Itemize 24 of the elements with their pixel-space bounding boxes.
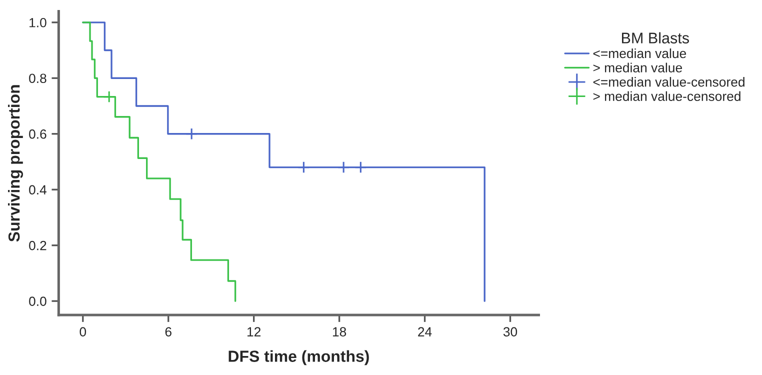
x-tick-label: 24: [418, 327, 432, 336]
y-tick-label: 1.0: [30, 18, 46, 28]
x-tick-label: 18: [332, 327, 346, 336]
point: [354, 161, 367, 174]
point: [102, 90, 116, 103]
legend-label: <=median value-censored: [593, 77, 744, 87]
y-tick-label: 0.4: [29, 185, 46, 195]
x-axis-title: DFS time (months): [228, 350, 369, 366]
y-tick-label: 0.2: [29, 240, 46, 250]
y-tick-label: 0.6: [29, 129, 46, 139]
x-tick-label: 0: [80, 327, 86, 336]
legend-label: <=median value: [593, 48, 686, 58]
x-tick-label: 6: [165, 327, 172, 336]
legend-label: > median value: [593, 62, 682, 72]
point: [185, 128, 198, 140]
point: [298, 161, 310, 174]
x-tick-label: 30: [503, 327, 518, 336]
legend-label: > median value-censored: [593, 91, 740, 101]
y-axis-title: Surviving proportion: [8, 85, 23, 242]
y-tick-label: 0.8: [29, 74, 46, 84]
legend-title: BM Blasts: [622, 32, 689, 44]
x-tick-label: 12: [248, 327, 261, 336]
point: [337, 161, 350, 174]
y-tick-label: 0.0: [29, 296, 46, 306]
